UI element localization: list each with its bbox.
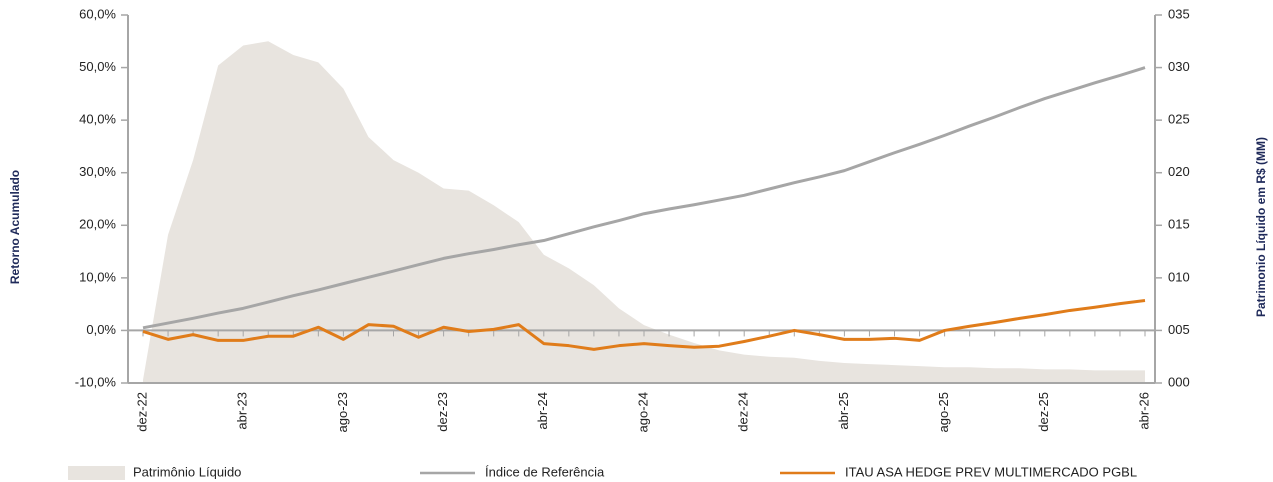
y2-tick-label: 000: [1168, 374, 1190, 389]
line: [142, 298, 1146, 351]
y-axis-title: Retorno Acumulado: [8, 170, 22, 284]
y-tick-label: 60,0%: [79, 6, 116, 21]
line: [142, 66, 1146, 330]
y-tick-label: 10,0%: [79, 269, 116, 284]
x-tick-label: abr-24: [535, 392, 550, 430]
legend-label: Patrimônio Líquido: [133, 464, 241, 479]
y-tick-label: 30,0%: [79, 164, 116, 179]
x-tick-label: abr-26: [1136, 392, 1151, 430]
y2-tick-label: 035: [1168, 6, 1190, 21]
y2-tick-label: 030: [1168, 59, 1190, 74]
x-tick-label: dez-22: [134, 392, 149, 432]
y2-tick-label: 025: [1168, 112, 1190, 127]
legend-label: Índice de Referência: [485, 464, 605, 479]
y-tick-label: 40,0%: [79, 112, 116, 127]
legend-label: ITAU ASA HEDGE PREV MULTIMERCADO PGBL: [845, 464, 1137, 479]
x-tick-label: dez-24: [736, 392, 751, 432]
x-tick-label: ago-25: [936, 392, 951, 432]
y-tick-label: 0,0%: [86, 322, 116, 337]
y2-tick-label: 010: [1168, 269, 1190, 284]
y2-tick-label: 005: [1168, 322, 1190, 337]
legend-swatch: [68, 466, 125, 480]
y-tick-label: 20,0%: [79, 217, 116, 232]
x-tick-label: dez-25: [1036, 392, 1051, 432]
y2-tick-label: 020: [1168, 164, 1190, 179]
x-tick-label: ago-23: [335, 392, 350, 432]
x-tick-label: ago-24: [635, 392, 650, 432]
area: [143, 41, 1145, 384]
y-tick-label: 50,0%: [79, 59, 116, 74]
x-tick-label: abr-23: [235, 392, 250, 430]
y-tick-label: -10,0%: [75, 374, 117, 389]
x-tick-label: dez-23: [435, 392, 450, 432]
y2-axis-title: Patrimonio Líquido em R$ (MM): [1254, 137, 1268, 317]
x-tick-label: abr-25: [836, 392, 851, 430]
y2-tick-label: 015: [1168, 217, 1190, 232]
